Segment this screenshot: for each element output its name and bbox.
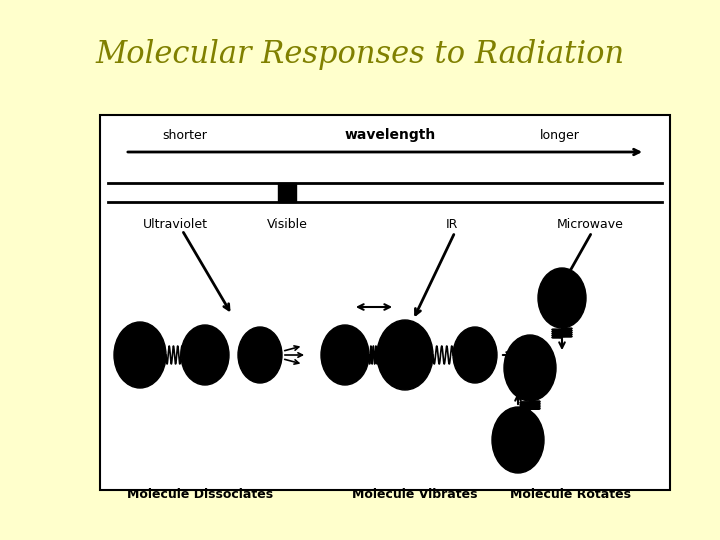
Bar [100,115,670,490]
Text: Molecule Rotates: Molecule Rotates [510,488,631,501]
Text: Microwave: Microwave [557,218,624,231]
Ellipse shape [504,335,556,401]
Ellipse shape [492,407,544,473]
Ellipse shape [238,327,282,383]
Bar [278,183,296,202]
Text: Ultraviolet: Ultraviolet [143,218,207,231]
Text: Molecular Responses to Radiation: Molecular Responses to Radiation [96,39,624,71]
Ellipse shape [377,320,433,390]
Text: Molecule Dissociates: Molecule Dissociates [127,488,273,501]
Text: Molecule Vibrates: Molecule Vibrates [352,488,478,501]
Text: IR: IR [446,218,458,231]
Text: wavelength: wavelength [344,128,436,142]
Text: Visible: Visible [266,218,307,231]
Ellipse shape [538,268,586,328]
Ellipse shape [114,322,166,388]
Ellipse shape [321,325,369,385]
Ellipse shape [181,325,229,385]
Text: shorter: shorter [163,129,207,142]
Ellipse shape [453,327,497,383]
Text: longer: longer [540,129,580,142]
